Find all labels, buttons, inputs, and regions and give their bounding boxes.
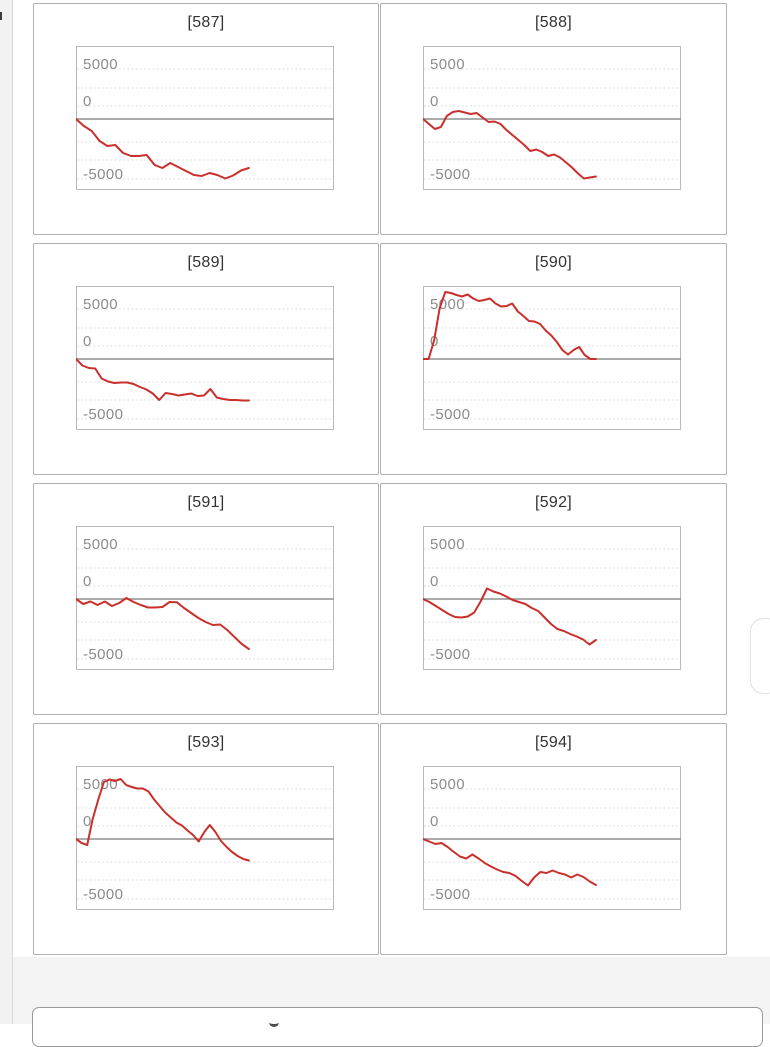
svg-text:-5000: -5000 <box>83 646 123 663</box>
svg-text:5000: 5000 <box>83 56 118 73</box>
chart-card-588: [588] 5000 0 -5000 <box>380 3 727 235</box>
chart-title: [591] <box>187 494 225 511</box>
svg-text:5000: 5000 <box>430 296 465 313</box>
chart-card-591: [591] 5000 0 -5000 <box>33 483 379 715</box>
line-chart-587: 5000 0 -5000 <box>76 46 334 190</box>
svg-text:5000: 5000 <box>430 536 465 553</box>
chart-title: [593] <box>187 734 225 751</box>
svg-text:5000: 5000 <box>83 536 118 553</box>
line-chart-588: 5000 0 -5000 <box>423 46 681 190</box>
chart-card-594: [594] 5000 0 -5000 <box>380 723 727 955</box>
chart-title: [589] <box>187 254 225 271</box>
chart-title: [588] <box>534 14 573 31</box>
chart-card-593: [593] 5000 0 -5000 <box>33 723 379 955</box>
edge-glyph-fragment <box>0 12 2 20</box>
svg-text:-5000: -5000 <box>83 166 123 183</box>
svg-text:-5000: -5000 <box>430 646 470 663</box>
chart-card-590: [590] 5000 0 -5000 <box>380 243 727 475</box>
chart-title: [594] <box>534 734 573 751</box>
svg-text:5000: 5000 <box>430 776 465 793</box>
chart-card-587: [587] 5000 0 -5000 <box>33 3 379 235</box>
svg-text:0: 0 <box>83 93 92 110</box>
chart-title: [587] <box>187 14 225 31</box>
svg-text:5000: 5000 <box>83 296 118 313</box>
svg-text:0: 0 <box>83 573 92 590</box>
line-chart-594: 5000 0 -5000 <box>423 766 681 910</box>
svg-text:0: 0 <box>83 333 92 350</box>
svg-text:-5000: -5000 <box>430 166 470 183</box>
line-chart-589: 5000 0 -5000 <box>76 286 334 430</box>
chart-card-589: [589] 5000 0 -5000 <box>33 243 379 475</box>
svg-text:0: 0 <box>83 813 92 830</box>
svg-text:-5000: -5000 <box>83 886 123 903</box>
svg-text:0: 0 <box>430 813 439 830</box>
chart-card-592: [592] 5000 0 -5000 <box>380 483 727 715</box>
line-chart-592: 5000 0 -5000 <box>423 526 681 670</box>
side-drawer-handle[interactable] <box>750 618 770 694</box>
left-gutter <box>0 0 13 1024</box>
svg-text:-5000: -5000 <box>83 406 123 423</box>
svg-text:0: 0 <box>430 93 439 110</box>
chart-grid: [587] 5000 0 -5000 [588] 5000 0 -5000 [589] … <box>33 3 727 955</box>
svg-text:0: 0 <box>430 573 439 590</box>
chart-title: [592] <box>534 494 573 511</box>
chart-title: [590] <box>534 254 573 271</box>
line-chart-591: 5000 0 -5000 <box>76 526 334 670</box>
svg-text:5000: 5000 <box>430 56 465 73</box>
partial-glyph <box>269 1018 279 1027</box>
svg-text:-5000: -5000 <box>430 886 470 903</box>
bottom-panel[interactable] <box>32 1007 763 1047</box>
svg-text:-5000: -5000 <box>430 406 470 423</box>
